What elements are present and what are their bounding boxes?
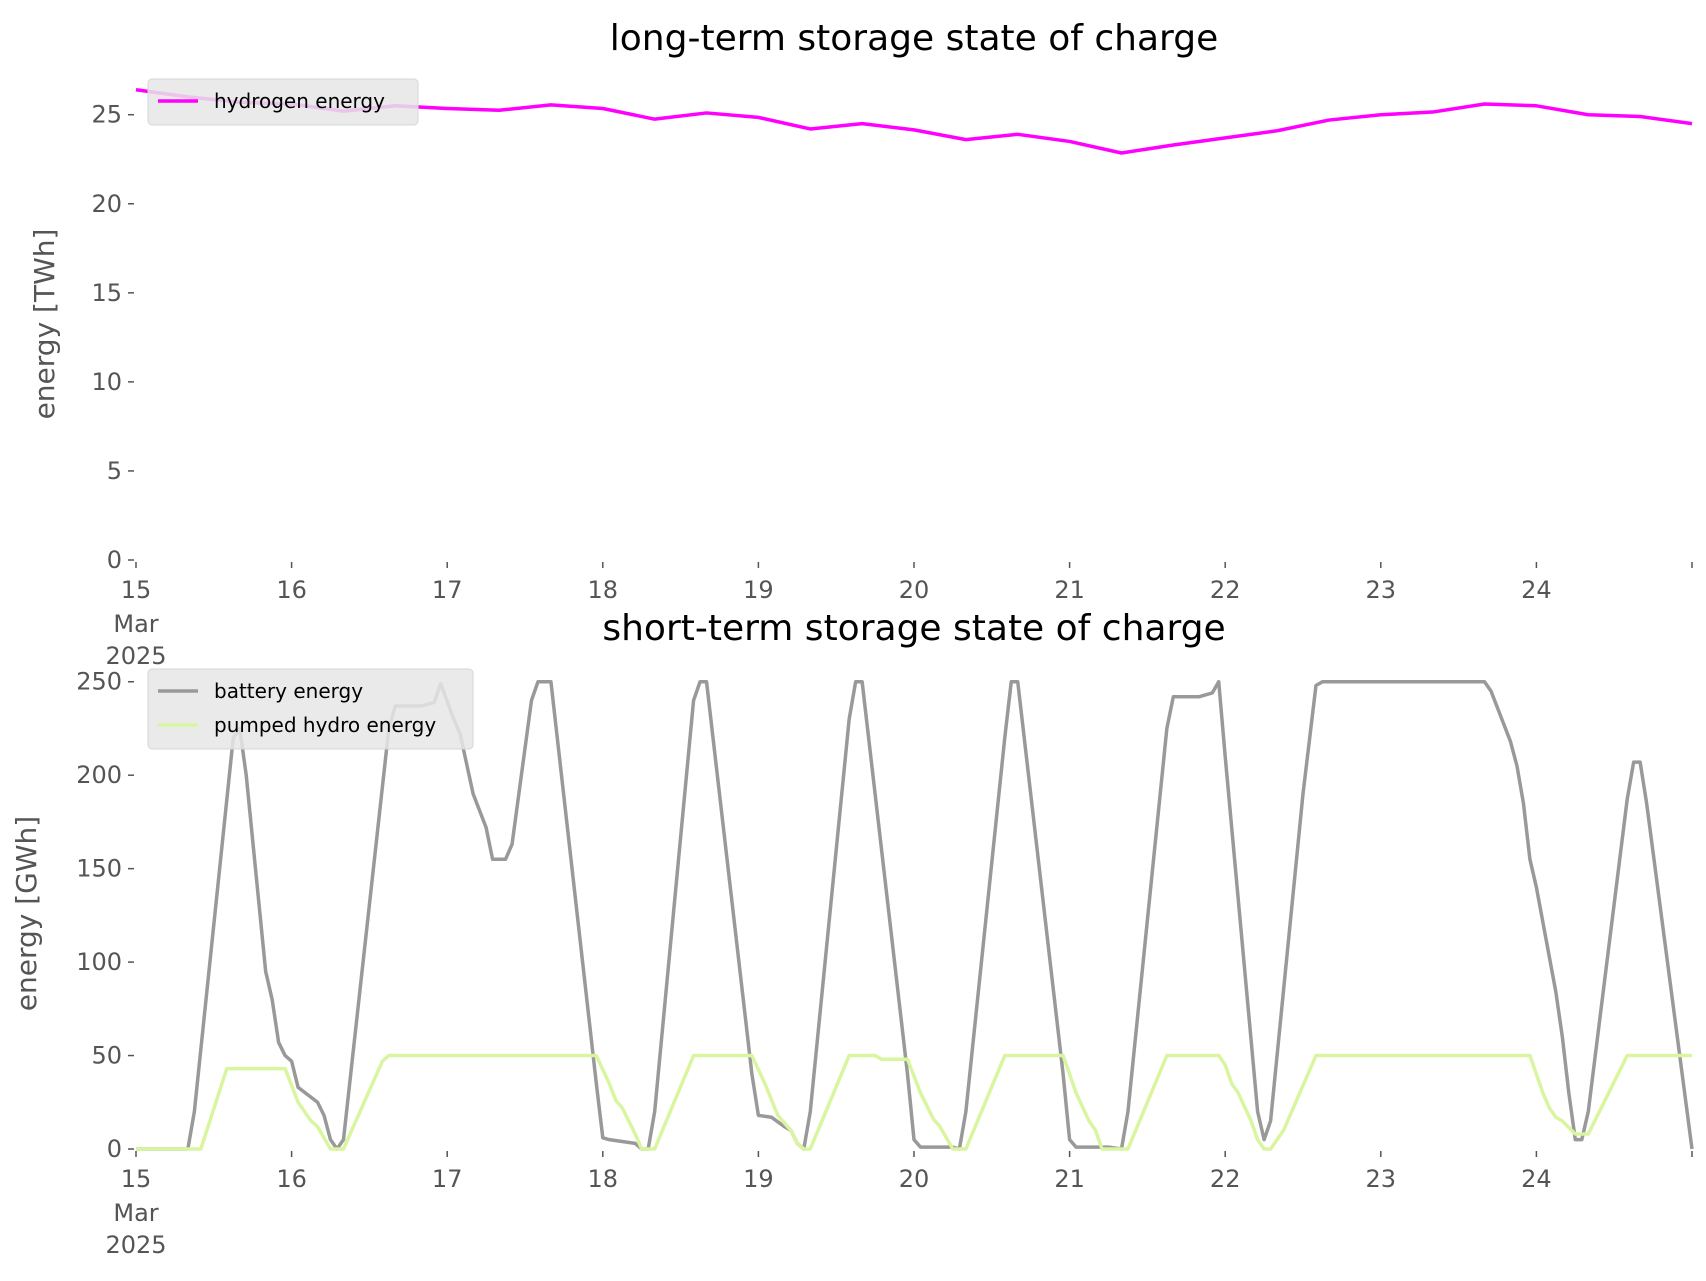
x-tick-year-label: 2025: [105, 642, 166, 670]
x-tick-label: 16: [276, 576, 307, 604]
legend-entry-label: battery energy: [214, 679, 363, 703]
y-axis-label: energy [TWh]: [28, 229, 61, 420]
legend-box: [147, 78, 419, 126]
x-tick-label: 23: [1366, 576, 1397, 604]
series-line-battery-energy: [136, 679, 1694, 1151]
chart-title: short-term storage state of charge: [602, 608, 1225, 649]
x-tick-label: 17: [432, 1165, 463, 1193]
y-tick-label: 200: [76, 761, 122, 789]
x-tick-label: 20: [899, 1165, 930, 1193]
legend: battery energy pumped hydro energy: [147, 668, 474, 750]
chart-title: long-term storage state of charge: [610, 18, 1218, 59]
legend-entry-label: pumped hydro energy: [214, 713, 436, 737]
x-tick-year-label: 2025: [105, 1231, 166, 1259]
series-line-pumped-hydro-energy: [136, 1053, 1692, 1151]
legend-entry-label: hydrogen energy: [214, 89, 385, 113]
x-tick-label: 15: [121, 576, 152, 604]
x-tick-label: 17: [432, 576, 463, 604]
y-axis-label: energy [GWh]: [10, 816, 43, 1011]
x-tick-label: 20: [899, 576, 930, 604]
x-tick-label: 18: [588, 576, 619, 604]
x-tick-label: 24: [1521, 1165, 1552, 1193]
y-tick-label: 150: [76, 855, 122, 883]
chart-panel-2: short-term storage state of charge energy…: [10, 608, 1694, 1259]
y-tick-label: 10: [91, 368, 122, 396]
y-tick-label: 50: [91, 1042, 122, 1070]
x-tick-label: 21: [1054, 1165, 1085, 1193]
y-tick-label: 0: [107, 546, 122, 574]
x-tick-month-label: Mar: [113, 1199, 158, 1227]
x-tick-label: 21: [1054, 576, 1085, 604]
chart-panel-1: long-term storage state of charge energy …: [28, 18, 1693, 670]
x-tick-label: 18: [588, 1165, 619, 1193]
y-tick-label: 100: [76, 948, 122, 976]
x-tick-month-label: Mar: [113, 610, 158, 638]
x-tick-label: 15: [121, 1165, 152, 1193]
y-tick-label: 5: [107, 457, 122, 485]
y-tick-label: 25: [91, 101, 122, 129]
x-tick-label: 19: [743, 576, 774, 604]
y-tick-label: 15: [91, 279, 122, 307]
x-tick-label: 19: [743, 1165, 774, 1193]
x-tick-label: 22: [1210, 576, 1241, 604]
y-tick-label: 0: [107, 1135, 122, 1163]
x-tick-label: 16: [276, 1165, 307, 1193]
legend-box: [147, 668, 474, 750]
legend: hydrogen energy: [147, 78, 419, 126]
y-tick-label: 250: [76, 668, 122, 696]
x-tick-label: 24: [1521, 576, 1552, 604]
y-tick-label: 20: [91, 190, 122, 218]
x-tick-label: 22: [1210, 1165, 1241, 1193]
x-tick-label: 23: [1366, 1165, 1397, 1193]
